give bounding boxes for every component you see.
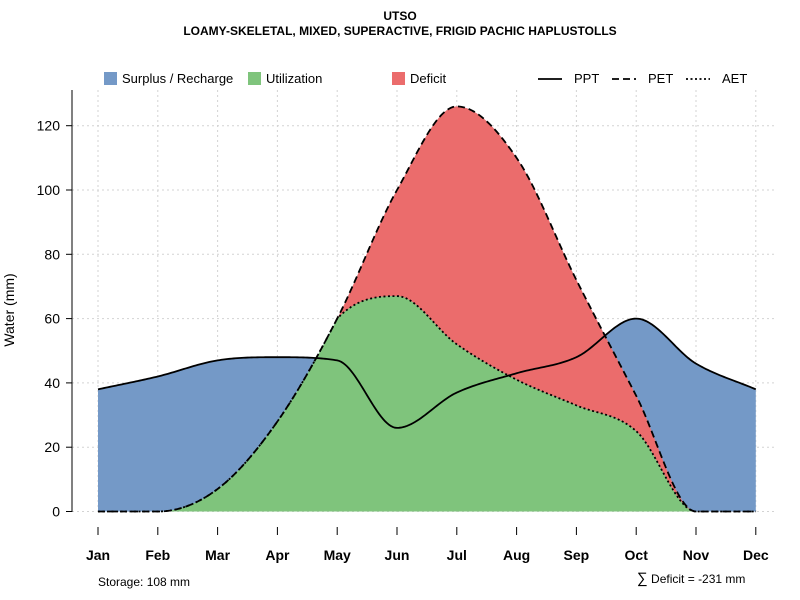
x-tick-label-apr: Apr [265, 547, 290, 563]
sum-symbol: ∑ [637, 570, 648, 587]
deficit-text: Deficit = -231 mm [651, 572, 746, 586]
legend-swatch-utilization [248, 72, 261, 85]
y-tick-label-20: 20 [44, 439, 60, 455]
x-tick-label-oct: Oct [625, 547, 649, 563]
y-tick-label-0: 0 [52, 504, 60, 520]
ppt-line [97, 317, 757, 429]
y-tick-label-60: 60 [44, 311, 60, 327]
deficit-annotation: ∑ Deficit = -231 mm [637, 570, 745, 587]
legend-line-pet [612, 77, 636, 80]
legend-label-ppt: PPT [574, 71, 600, 86]
deficit-area [98, 106, 756, 512]
legend-label-deficit: Deficit [410, 71, 447, 86]
legend-item-aet: AET [686, 71, 747, 86]
y-tick-label-100: 100 [37, 182, 61, 198]
x-tick-label-mar: Mar [205, 547, 230, 563]
utilization-area [98, 296, 756, 512]
y-tick-label-40: 40 [44, 375, 60, 391]
x-tick-label-jan: Jan [86, 547, 110, 563]
legend-label-surplus: Surplus / Recharge [122, 71, 234, 86]
legend-item-surplus: Surplus / Recharge [104, 71, 233, 86]
y-tick-label-120: 120 [37, 118, 61, 134]
x-tick-label-jul: Jul [447, 547, 467, 563]
x-tick-label-aug: Aug [503, 547, 530, 563]
x-tick-label-jun: Jun [385, 547, 410, 563]
x-tick-label-dec: Dec [743, 547, 769, 563]
chart-title: UTSO [383, 9, 417, 23]
legend-label-utilization: Utilization [266, 71, 323, 86]
pet-line [98, 105, 756, 513]
x-tick-label-sep: Sep [564, 547, 590, 563]
x-tick-label-feb: Feb [145, 547, 170, 563]
legend-label-pet: PET [648, 71, 674, 86]
y-axis-label: Water (mm) [1, 273, 17, 346]
y-tick-label-80: 80 [44, 246, 60, 262]
legend-line-ppt [538, 77, 562, 80]
legend-swatch-deficit [392, 72, 405, 85]
legend-item-pet: PET [612, 71, 673, 86]
x-tick-label-may: May [324, 547, 351, 563]
legend-item-deficit: Deficit [392, 71, 446, 86]
legend-item-utilization: Utilization [248, 71, 322, 86]
storage-annotation: Storage: 108 mm [98, 575, 191, 589]
chart-subtitle: LOAMY-SKELETAL, MIXED, SUPERACTIVE, FRIG… [183, 24, 617, 38]
legend-label-aet: AET [722, 71, 748, 86]
legend-swatch-surplus [104, 72, 117, 85]
legend-item-ppt: PPT [538, 71, 599, 86]
x-tick-label-nov: Nov [683, 547, 710, 563]
legend-line-aet [686, 77, 710, 80]
